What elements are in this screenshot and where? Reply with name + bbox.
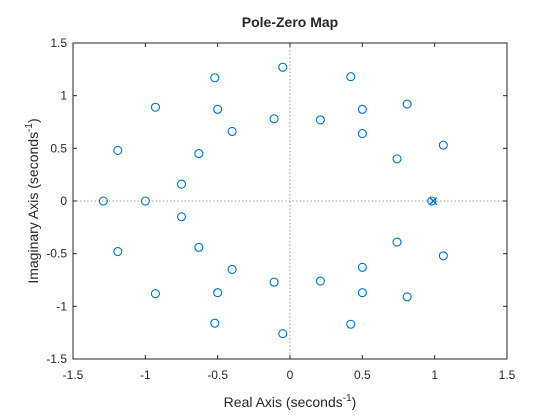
zero-marker — [316, 116, 324, 124]
zero-marker — [347, 73, 355, 81]
x-tick-label: -1 — [140, 368, 151, 382]
zero-marker — [393, 155, 401, 163]
y-ticks: -1.5 -1 -0.5 0 0.5 1 1.5 — [46, 36, 507, 366]
y-tick-label: 0.5 — [50, 141, 67, 155]
zero-marker — [428, 197, 436, 205]
x-tick-label: -1.5 — [63, 368, 84, 382]
zero-marker — [195, 243, 203, 251]
zero-marker — [270, 115, 278, 123]
zero-marker — [214, 105, 222, 113]
zero-marker — [403, 293, 411, 301]
y-tick-label: -0.5 — [46, 247, 67, 261]
zero-marker — [358, 130, 366, 138]
y-axis-label-end: ) — [25, 118, 41, 123]
zero-marker — [228, 265, 236, 273]
zero-marker — [151, 290, 159, 298]
y-tick-label: 1.5 — [50, 36, 67, 50]
zero-marker — [114, 146, 122, 154]
y-axis-label-base: Imaginary Axis (seconds — [25, 132, 41, 284]
x-tick-label: 0.5 — [354, 368, 371, 382]
x-axis-label-end: ) — [352, 394, 357, 410]
zero-marker — [316, 277, 324, 285]
zero-marker — [393, 238, 401, 246]
zero-marker — [347, 320, 355, 328]
zero-marker — [211, 74, 219, 82]
y-axis-label: Imaginary Axis (seconds-1) — [24, 118, 41, 283]
zero-marker — [151, 103, 159, 111]
x-axis-label-base: Real Axis (seconds — [224, 394, 343, 410]
zero-marker — [114, 248, 122, 256]
zero-marker — [439, 141, 447, 149]
zero-marker — [178, 180, 186, 188]
x-tick-label: 0 — [287, 368, 294, 382]
zero-marker — [228, 127, 236, 135]
y-tick-label: -1.5 — [46, 352, 67, 366]
zero-marker — [214, 289, 222, 297]
zero-marker — [279, 63, 287, 71]
zero-marker — [195, 150, 203, 158]
y-tick-label: 0 — [60, 194, 67, 208]
chart-title: Pole-Zero Map — [242, 14, 338, 30]
x-tick-label: 1.5 — [499, 368, 516, 382]
y-tick-label: 1 — [60, 89, 67, 103]
plot-area: -1.5 -1 -0.5 0 0.5 1 1.5 -1.5 -1 -0.5 0 0.5 1 1.5 — [46, 36, 515, 382]
zero-marker — [358, 263, 366, 271]
zero-marker — [279, 330, 287, 338]
x-tick-label: -0.5 — [207, 368, 228, 382]
zero-marker — [358, 289, 366, 297]
zero-marker — [358, 105, 366, 113]
zero-marker — [270, 278, 278, 286]
x-axis-label: Real Axis (seconds-1) — [224, 393, 357, 410]
markers — [99, 63, 447, 337]
zero-marker — [439, 252, 447, 260]
x-ticks: -1.5 -1 -0.5 0 0.5 1 1.5 — [63, 43, 516, 382]
x-tick-label: 1 — [431, 368, 438, 382]
zero-marker — [178, 213, 186, 221]
zero-marker — [403, 100, 411, 108]
zero-marker — [211, 319, 219, 327]
y-tick-label: -1 — [56, 299, 67, 313]
